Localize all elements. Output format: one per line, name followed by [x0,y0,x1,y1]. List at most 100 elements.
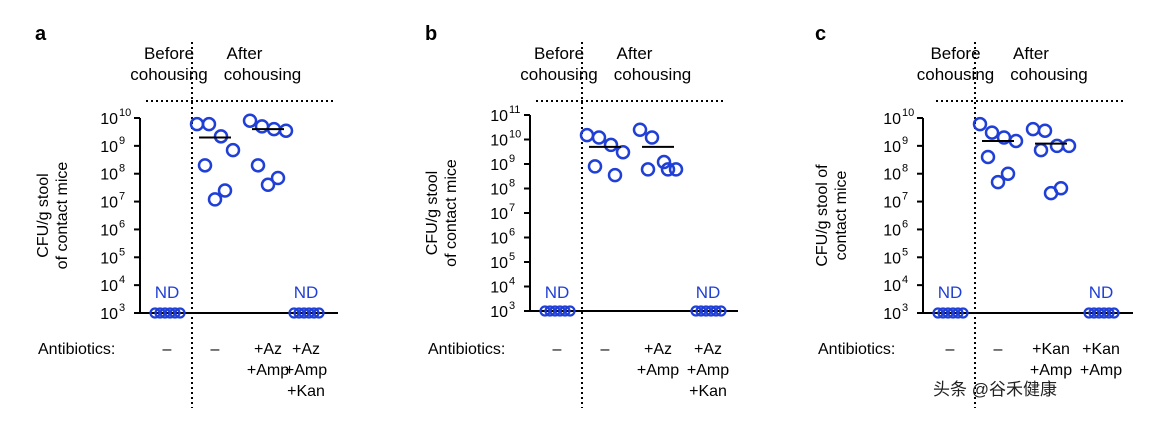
y-tick-exponent: 8 [509,178,515,190]
y-tick-label: 10 [883,222,901,239]
y-tick-label: 10 [100,139,118,156]
header-before-cohousing: Before [144,44,194,63]
y-tick-exponent: 6 [902,218,908,230]
watermark: 头条 @谷禾健康 [933,380,1057,399]
antibiotic-label: +Amp [247,362,289,379]
header-after-cohousing: After [617,44,653,63]
y-tick-exponent: 5 [119,246,125,258]
data-point [201,116,217,132]
y-tick-label: 10 [100,278,118,295]
data-point [591,130,607,145]
y-tick-label: 10 [100,306,118,323]
y-tick-exponent: 8 [902,163,908,175]
antibiotic-label: +Amp [637,362,679,379]
header-before-cohousing: cohousing [130,65,208,84]
y-tick-label: 10 [100,111,118,128]
y-axis-label: CFU/g stool [35,173,52,257]
antibiotic-label: +Amp [1080,362,1122,379]
data-point [668,162,684,177]
y-tick-label: 10 [883,278,901,295]
data-point [254,119,270,134]
y-tick-label: 10 [490,108,508,125]
antibiotic-label: +Kan [1032,341,1070,358]
antibiotic-label: +Amp [687,362,729,379]
nd-label: ND [545,283,570,302]
header-after-cohousing: After [227,44,263,63]
panel-letter-b: b [425,23,437,45]
y-tick-exponent: 6 [119,218,125,230]
data-point [217,183,233,198]
y-tick-exponent: 6 [509,227,515,239]
data-point [250,158,266,173]
nd-point [1108,307,1120,319]
y-tick-label: 10 [490,304,508,321]
antibiotics-label: Antibiotics: [428,341,505,358]
antibiotic-label: +Kan [287,383,325,400]
antibiotic-label: +Amp [1030,362,1072,379]
nd-point [1103,307,1115,319]
nd-label: ND [294,283,319,302]
y-tick-label: 10 [490,157,508,174]
y-tick-label: 10 [883,250,901,267]
header-before-cohousing: Before [534,44,584,63]
data-point [213,129,229,144]
y-axis-label: CFU/g stool [424,171,441,255]
antibiotic-label: – [163,341,172,358]
header-before-cohousing: cohousing [917,65,995,84]
y-tick-exponent: 8 [119,163,125,175]
y-tick-label: 10 [100,250,118,267]
antibiotic-label: +Az [292,341,320,358]
nd-point [308,307,320,319]
data-point [1033,142,1049,158]
antibiotics-label: Antibiotics: [38,341,115,358]
data-point [225,142,241,158]
y-axis-label: CFU/g stool of [814,164,831,267]
data-point [1000,166,1016,181]
y-tick-label: 10 [100,195,118,212]
antibiotic-label: – [946,341,955,358]
y-tick-label: 10 [883,111,901,128]
data-point [189,116,205,132]
nd-point [715,305,727,317]
data-point [990,174,1006,190]
y-tick-exponent: 4 [119,274,125,286]
nd-point [169,307,181,319]
data-point [270,170,286,186]
nd-label: ND [155,283,180,302]
data-point [242,113,258,128]
y-axis-label: of contact mice [443,159,460,267]
nd-label: ND [938,283,963,302]
data-point [1061,138,1077,154]
data-point [640,162,656,177]
y-tick-exponent: 5 [902,246,908,258]
data-point [207,192,223,207]
nd-point [952,307,964,319]
y-tick-exponent: 9 [509,153,515,165]
data-point [1025,121,1041,137]
y-tick-exponent: 9 [902,135,908,147]
antibiotic-label: +Kan [1082,341,1120,358]
data-point [607,167,623,183]
data-point [278,123,294,138]
data-point [972,116,988,132]
y-tick-exponent: 3 [509,300,515,312]
data-point [632,122,648,138]
data-point [656,154,672,170]
data-point [1037,123,1053,138]
nd-point [564,305,576,317]
data-point [980,149,996,165]
data-point [1049,138,1065,154]
y-tick-exponent: 7 [509,202,515,214]
data-point [644,130,660,145]
y-tick-label: 10 [490,182,508,199]
antibiotic-label: – [211,341,220,358]
nd-point [710,305,722,317]
data-point [603,137,619,153]
data-point [587,159,603,174]
nd-point [957,307,969,319]
header-before-cohousing: cohousing [520,65,598,84]
y-tick-exponent: 9 [119,135,125,147]
data-point [615,145,631,160]
header-after-cohousing: cohousing [614,65,692,84]
